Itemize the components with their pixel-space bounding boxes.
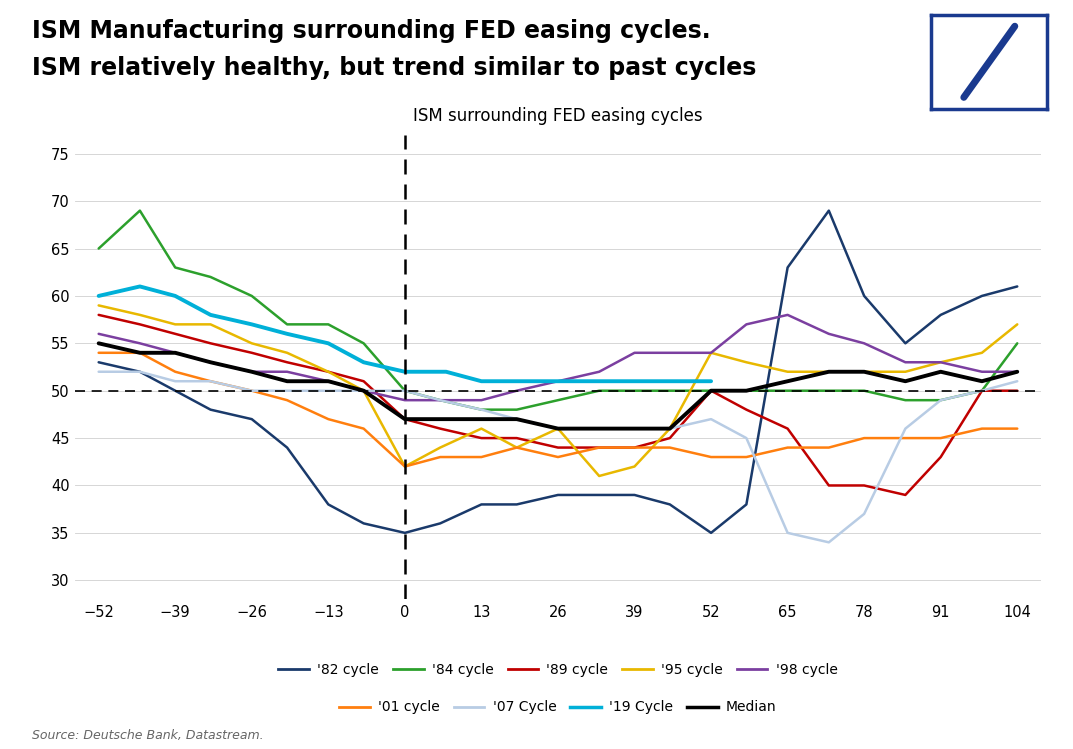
- Text: ISM relatively healthy, but trend similar to past cycles: ISM relatively healthy, but trend simila…: [32, 56, 756, 80]
- Text: Source: Deutsche Bank, Datastream.: Source: Deutsche Bank, Datastream.: [32, 729, 264, 742]
- Title: ISM surrounding FED easing cycles: ISM surrounding FED easing cycles: [413, 107, 703, 125]
- Legend: '01 cycle, '07 Cycle, '19 Cycle, Median: '01 cycle, '07 Cycle, '19 Cycle, Median: [334, 695, 782, 720]
- Text: ISM Manufacturing surrounding FED easing cycles.: ISM Manufacturing surrounding FED easing…: [32, 19, 710, 43]
